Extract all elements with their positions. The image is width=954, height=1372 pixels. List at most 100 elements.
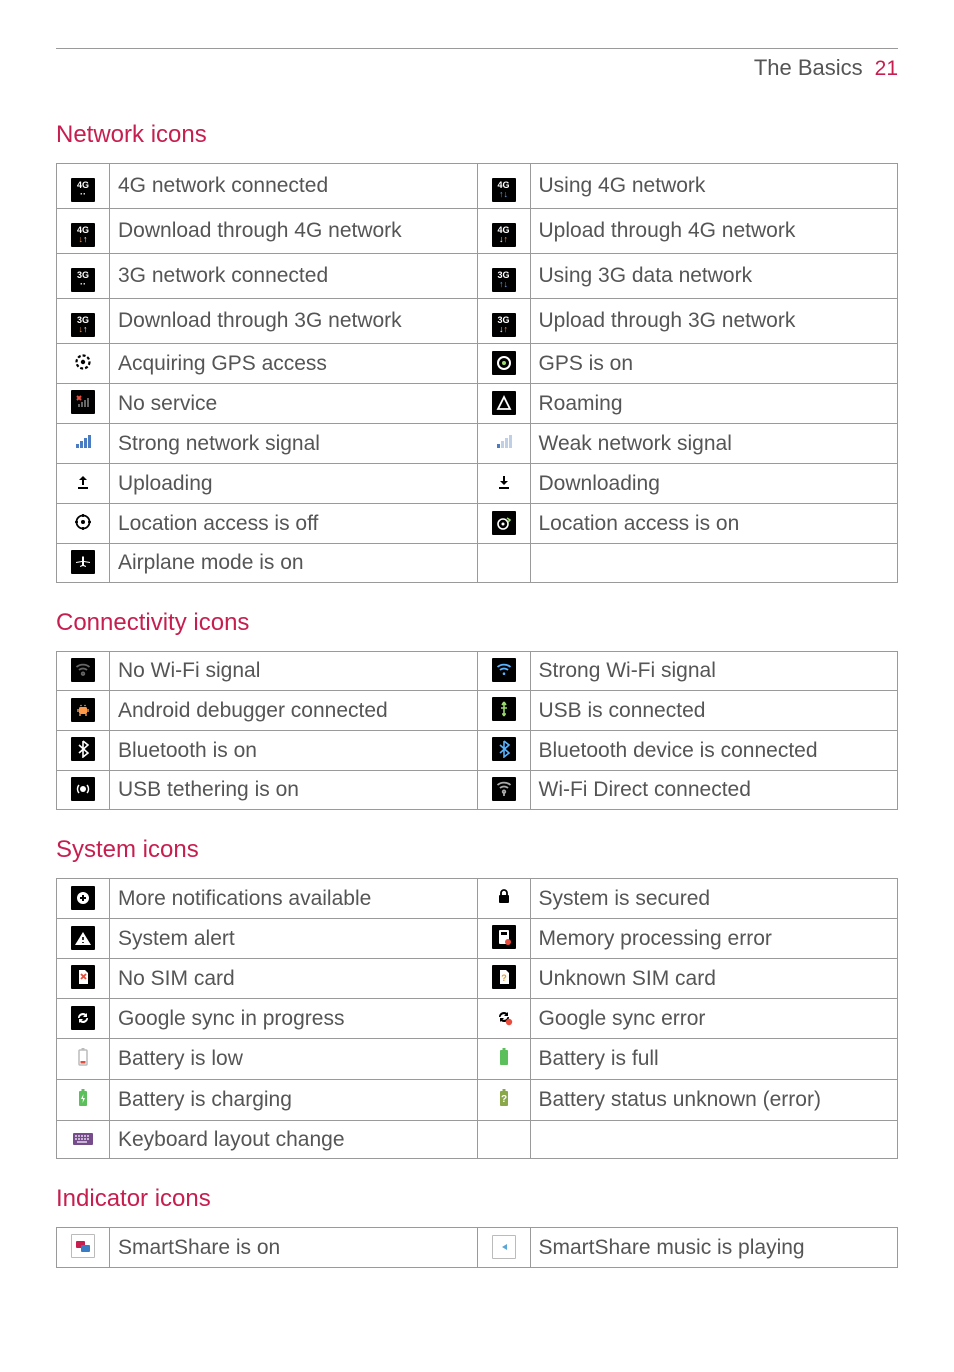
strong-signal-icon [71,430,95,454]
empty-icon-cell [477,1121,530,1159]
cell-label: Android debugger connected [110,691,478,731]
cell-label: Wi-Fi Direct connected [530,771,898,810]
header-rule [56,48,898,49]
header-page-number: 21 [875,57,898,81]
table-row: Acquiring GPS access GPS is on [57,344,898,384]
header-title: The Basics [754,55,863,81]
cell-label: No SIM card [110,959,478,999]
table-row: No Wi-Fi signal Strong Wi-Fi signal [57,652,898,691]
cell-label: USB is connected [530,691,898,731]
usb-connected-icon [492,697,516,721]
table-row: Battery is charging ? Battery status unk… [57,1080,898,1121]
cell-label: Location access is on [530,504,898,544]
battery-full-icon [492,1045,516,1069]
network-icons-table: 4G·· 4G network connected 4G↑↓ Using 4G … [56,163,898,583]
cell-label: Battery is full [530,1039,898,1080]
android-debugger-icon [71,698,95,722]
cell-label: Google sync error [530,999,898,1039]
cell-label: Weak network signal [530,424,898,464]
cell-label: Strong Wi-Fi signal [530,652,898,691]
table-row: 3G↓↑ Download through 3G network 3G↓↑ Up… [57,299,898,344]
bluetooth-on-icon [71,737,95,761]
table-row: 4G↓↑ Download through 4G network 4G↓↑ Up… [57,209,898,254]
cell-label: Downloading [530,464,898,504]
connectivity-icons-table: No Wi-Fi signal Strong Wi-Fi signal Andr… [56,651,898,810]
4g-download-icon: 4G↓↑ [71,223,95,247]
table-row: Google sync in progress Google sync erro… [57,999,898,1039]
section-title-system: System icons [56,836,898,864]
uploading-icon [71,470,95,494]
system-alert-icon [71,926,95,950]
cell-label: Upload through 3G network [530,299,898,344]
table-row: Battery is low Battery is full [57,1039,898,1080]
table-row: Location access is off Location access i… [57,504,898,544]
keyboard-layout-icon [71,1127,95,1151]
cell-label: Download through 3G network [110,299,478,344]
empty-icon-cell [477,544,530,583]
system-icons-table: More notifications available System is s… [56,878,898,1159]
cell-label: Using 3G data network [530,254,898,299]
cell-label: Location access is off [110,504,478,544]
cell-label: Upload through 4G network [530,209,898,254]
cell-label: More notifications available [110,879,478,919]
cell-label: Keyboard layout change [110,1121,478,1159]
no-service-icon [71,390,95,414]
cell-label: 4G network connected [110,164,478,209]
table-row: Strong network signal Weak network signa… [57,424,898,464]
wifi-direct-icon [492,777,516,801]
table-row: Android debugger connected USB is connec… [57,691,898,731]
table-row: Uploading Downloading [57,464,898,504]
cell-label [530,1121,898,1159]
cell-label: Battery is charging [110,1080,478,1121]
cell-label: Bluetooth device is connected [530,731,898,771]
svg-text:?: ? [501,973,507,983]
3g-connected-icon: 3G·· [71,268,95,292]
3g-using-icon: 3G↑↓ [492,268,516,292]
4g-upload-icon: 4G↓↑ [492,223,516,247]
strong-wifi-icon [492,658,516,682]
smartshare-on-icon [71,1234,95,1258]
cell-label: SmartShare music is playing [530,1228,898,1268]
weak-signal-icon [492,430,516,454]
gps-acquiring-icon [71,350,95,374]
cell-label: Google sync in progress [110,999,478,1039]
table-row: No SIM card ? Unknown SIM card [57,959,898,999]
cell-label: Battery status unknown (error) [530,1080,898,1121]
more-notifications-icon [71,886,95,910]
4g-connected-icon: 4G·· [71,178,95,202]
cell-label: USB tethering is on [110,771,478,810]
battery-unknown-icon: ? [492,1086,516,1110]
google-sync-icon [71,1006,95,1030]
cell-label: System alert [110,919,478,959]
table-row: 4G·· 4G network connected 4G↑↓ Using 4G … [57,164,898,209]
cell-label: GPS is on [530,344,898,384]
page-header: The Basics 21 [56,55,898,81]
location-on-icon [492,511,516,535]
table-row: 3G·· 3G network connected 3G↑↓ Using 3G … [57,254,898,299]
3g-download-icon: 3G↓↑ [71,313,95,337]
table-row: No service Roaming [57,384,898,424]
cell-label: Acquiring GPS access [110,344,478,384]
downloading-icon [492,470,516,494]
table-row: USB tethering is on Wi-Fi Direct connect… [57,771,898,810]
airplane-mode-icon [71,550,95,574]
system-secured-icon [492,885,516,909]
table-row: SmartShare is on SmartShare music is pla… [57,1228,898,1268]
cell-label: Unknown SIM card [530,959,898,999]
cell-label: Bluetooth is on [110,731,478,771]
bluetooth-connected-icon [492,737,516,761]
svg-text:?: ? [500,1094,506,1105]
cell-label: No Wi-Fi signal [110,652,478,691]
section-title-network: Network icons [56,121,898,149]
battery-low-icon [71,1045,95,1069]
cell-label: Airplane mode is on [110,544,478,583]
section-title-connectivity: Connectivity icons [56,609,898,637]
3g-upload-icon: 3G↓↑ [492,313,516,337]
no-wifi-icon [71,658,95,682]
cell-label: Uploading [110,464,478,504]
section-title-indicator: Indicator icons [56,1185,898,1213]
cell-label: No service [110,384,478,424]
table-row: System alert Memory processing error [57,919,898,959]
memory-error-icon [492,925,516,949]
cell-label: Roaming [530,384,898,424]
